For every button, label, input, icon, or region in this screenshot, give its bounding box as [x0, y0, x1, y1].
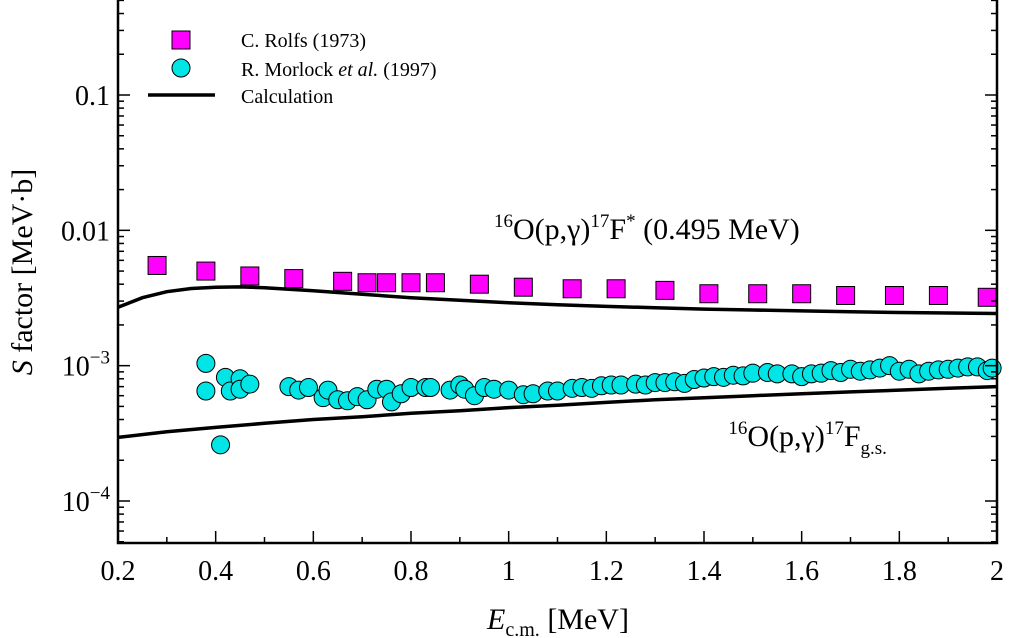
y-tick-base: 10: [62, 352, 90, 383]
morlock-point: [240, 374, 260, 394]
morlock-point: [982, 358, 1002, 378]
annotation-part: F: [609, 213, 626, 246]
axis-ticks: 0.2 0.4 0.6 0.8 1 1.2 1.4 1.6 1.8 20.10.0110−310−…: [61, 0, 1004, 587]
calculation-line-2: [117, 384, 998, 440]
y-tick-exponent: −3: [90, 348, 110, 369]
calculation-curves: [117, 285, 998, 440]
morlock-point: [298, 377, 318, 397]
annotation-part: g.s.: [861, 438, 887, 459]
morlock-point: [196, 381, 216, 401]
legend-label-calculation: Calculation: [241, 86, 333, 108]
annotation-part: *: [626, 211, 636, 232]
legend-circle-marker: [171, 58, 191, 78]
x-axis-title-unit: [MeV]: [540, 603, 629, 636]
y-tick-label: 10−4: [62, 483, 111, 518]
x-tick-label: 1: [502, 556, 516, 587]
legend-label-part: et al.: [338, 59, 378, 81]
rolfs-point: [792, 284, 812, 304]
y-tick-base: 10: [62, 487, 90, 518]
y-tick-exponent: −4: [90, 483, 111, 504]
annotation-part: 17: [590, 211, 609, 232]
x-tick-label: 2: [990, 556, 1004, 587]
annotations: 16O(p,γ)17F* (0.495 MeV)16O(p,γ)17Fg.s.: [494, 211, 887, 459]
morlock-point: [196, 353, 216, 373]
legend: C. Rolfs (1973) R. Morlock et al. (1997) C…: [148, 30, 437, 108]
x-tick-label: 0.8: [394, 556, 429, 587]
calculation-line-1: [117, 285, 998, 316]
data-markers: [147, 255, 1002, 455]
x-tick-label: 1.2: [589, 556, 624, 587]
rolfs-point: [606, 279, 626, 299]
rolfs-point: [977, 287, 997, 307]
annotation-part: O(p,γ): [747, 420, 824, 453]
x-axis-title-subscript: c.m.: [505, 619, 539, 638]
rolfs-point: [196, 261, 216, 281]
x-tick-label: 0.6: [296, 556, 331, 587]
rolfs-point: [884, 285, 904, 305]
rolfs-point: [655, 280, 675, 300]
rolfs-point: [562, 279, 582, 299]
x-tick-label: 1.6: [784, 556, 819, 587]
annotation-ground: 16O(p,γ)17Fg.s.: [728, 418, 887, 459]
rolfs-point: [469, 274, 489, 294]
x-axis-title: Ec.m. [MeV]: [486, 603, 629, 638]
x-tick-label: 1.4: [687, 556, 722, 587]
annotation-part: (0.495 MeV): [636, 213, 800, 246]
rolfs-point: [836, 285, 856, 305]
rolfs-point: [699, 284, 719, 304]
rolfs-point: [928, 285, 948, 305]
annotation-part: F: [844, 420, 861, 453]
y-axis-title-rest: factor [MeV·b]: [6, 169, 39, 361]
y-axis-title: S factor [MeV·b]: [6, 169, 39, 376]
legend-label-part: (1997): [378, 59, 436, 81]
legend-label-part: R. Morlock: [241, 59, 338, 81]
axis-titles: Ec.m. [MeV] S factor [MeV·b]: [6, 169, 629, 638]
rolfs-point: [748, 284, 768, 304]
rolfs-point: [513, 277, 533, 297]
rolfs-point: [333, 271, 353, 291]
annotation-part: 17: [825, 418, 844, 439]
morlock-point: [211, 435, 231, 455]
rolfs-point: [240, 266, 260, 286]
annotation-part: O(p,γ): [513, 213, 590, 246]
x-axis-title-symbol: E: [486, 603, 505, 636]
rolfs-point: [401, 273, 421, 293]
x-tick-label: 1.8: [882, 556, 917, 587]
y-tick-label: 0.01: [61, 216, 110, 247]
annotation-excited: 16O(p,γ)17F* (0.495 MeV): [494, 211, 800, 246]
morlock-point: [421, 377, 441, 397]
legend-square-marker: [171, 30, 191, 50]
legend-label-morlock: R. Morlock et al. (1997): [241, 59, 437, 81]
y-tick-label: 10−3: [62, 348, 110, 383]
rolfs-point: [147, 255, 167, 275]
x-tick-label: 0.2: [101, 556, 136, 587]
rolfs-point: [357, 273, 377, 293]
rolfs-point: [425, 273, 445, 293]
rolfs-point: [284, 269, 304, 289]
y-tick-label: 0.1: [75, 81, 110, 112]
rolfs-point: [377, 273, 397, 293]
annotation-part: 16: [728, 418, 747, 439]
x-tick-label: 0.4: [198, 556, 233, 587]
legend-label-rolfs: C. Rolfs (1973): [241, 30, 366, 52]
annotation-part: 16: [494, 211, 513, 232]
y-axis-title-symbol: S: [6, 360, 39, 375]
